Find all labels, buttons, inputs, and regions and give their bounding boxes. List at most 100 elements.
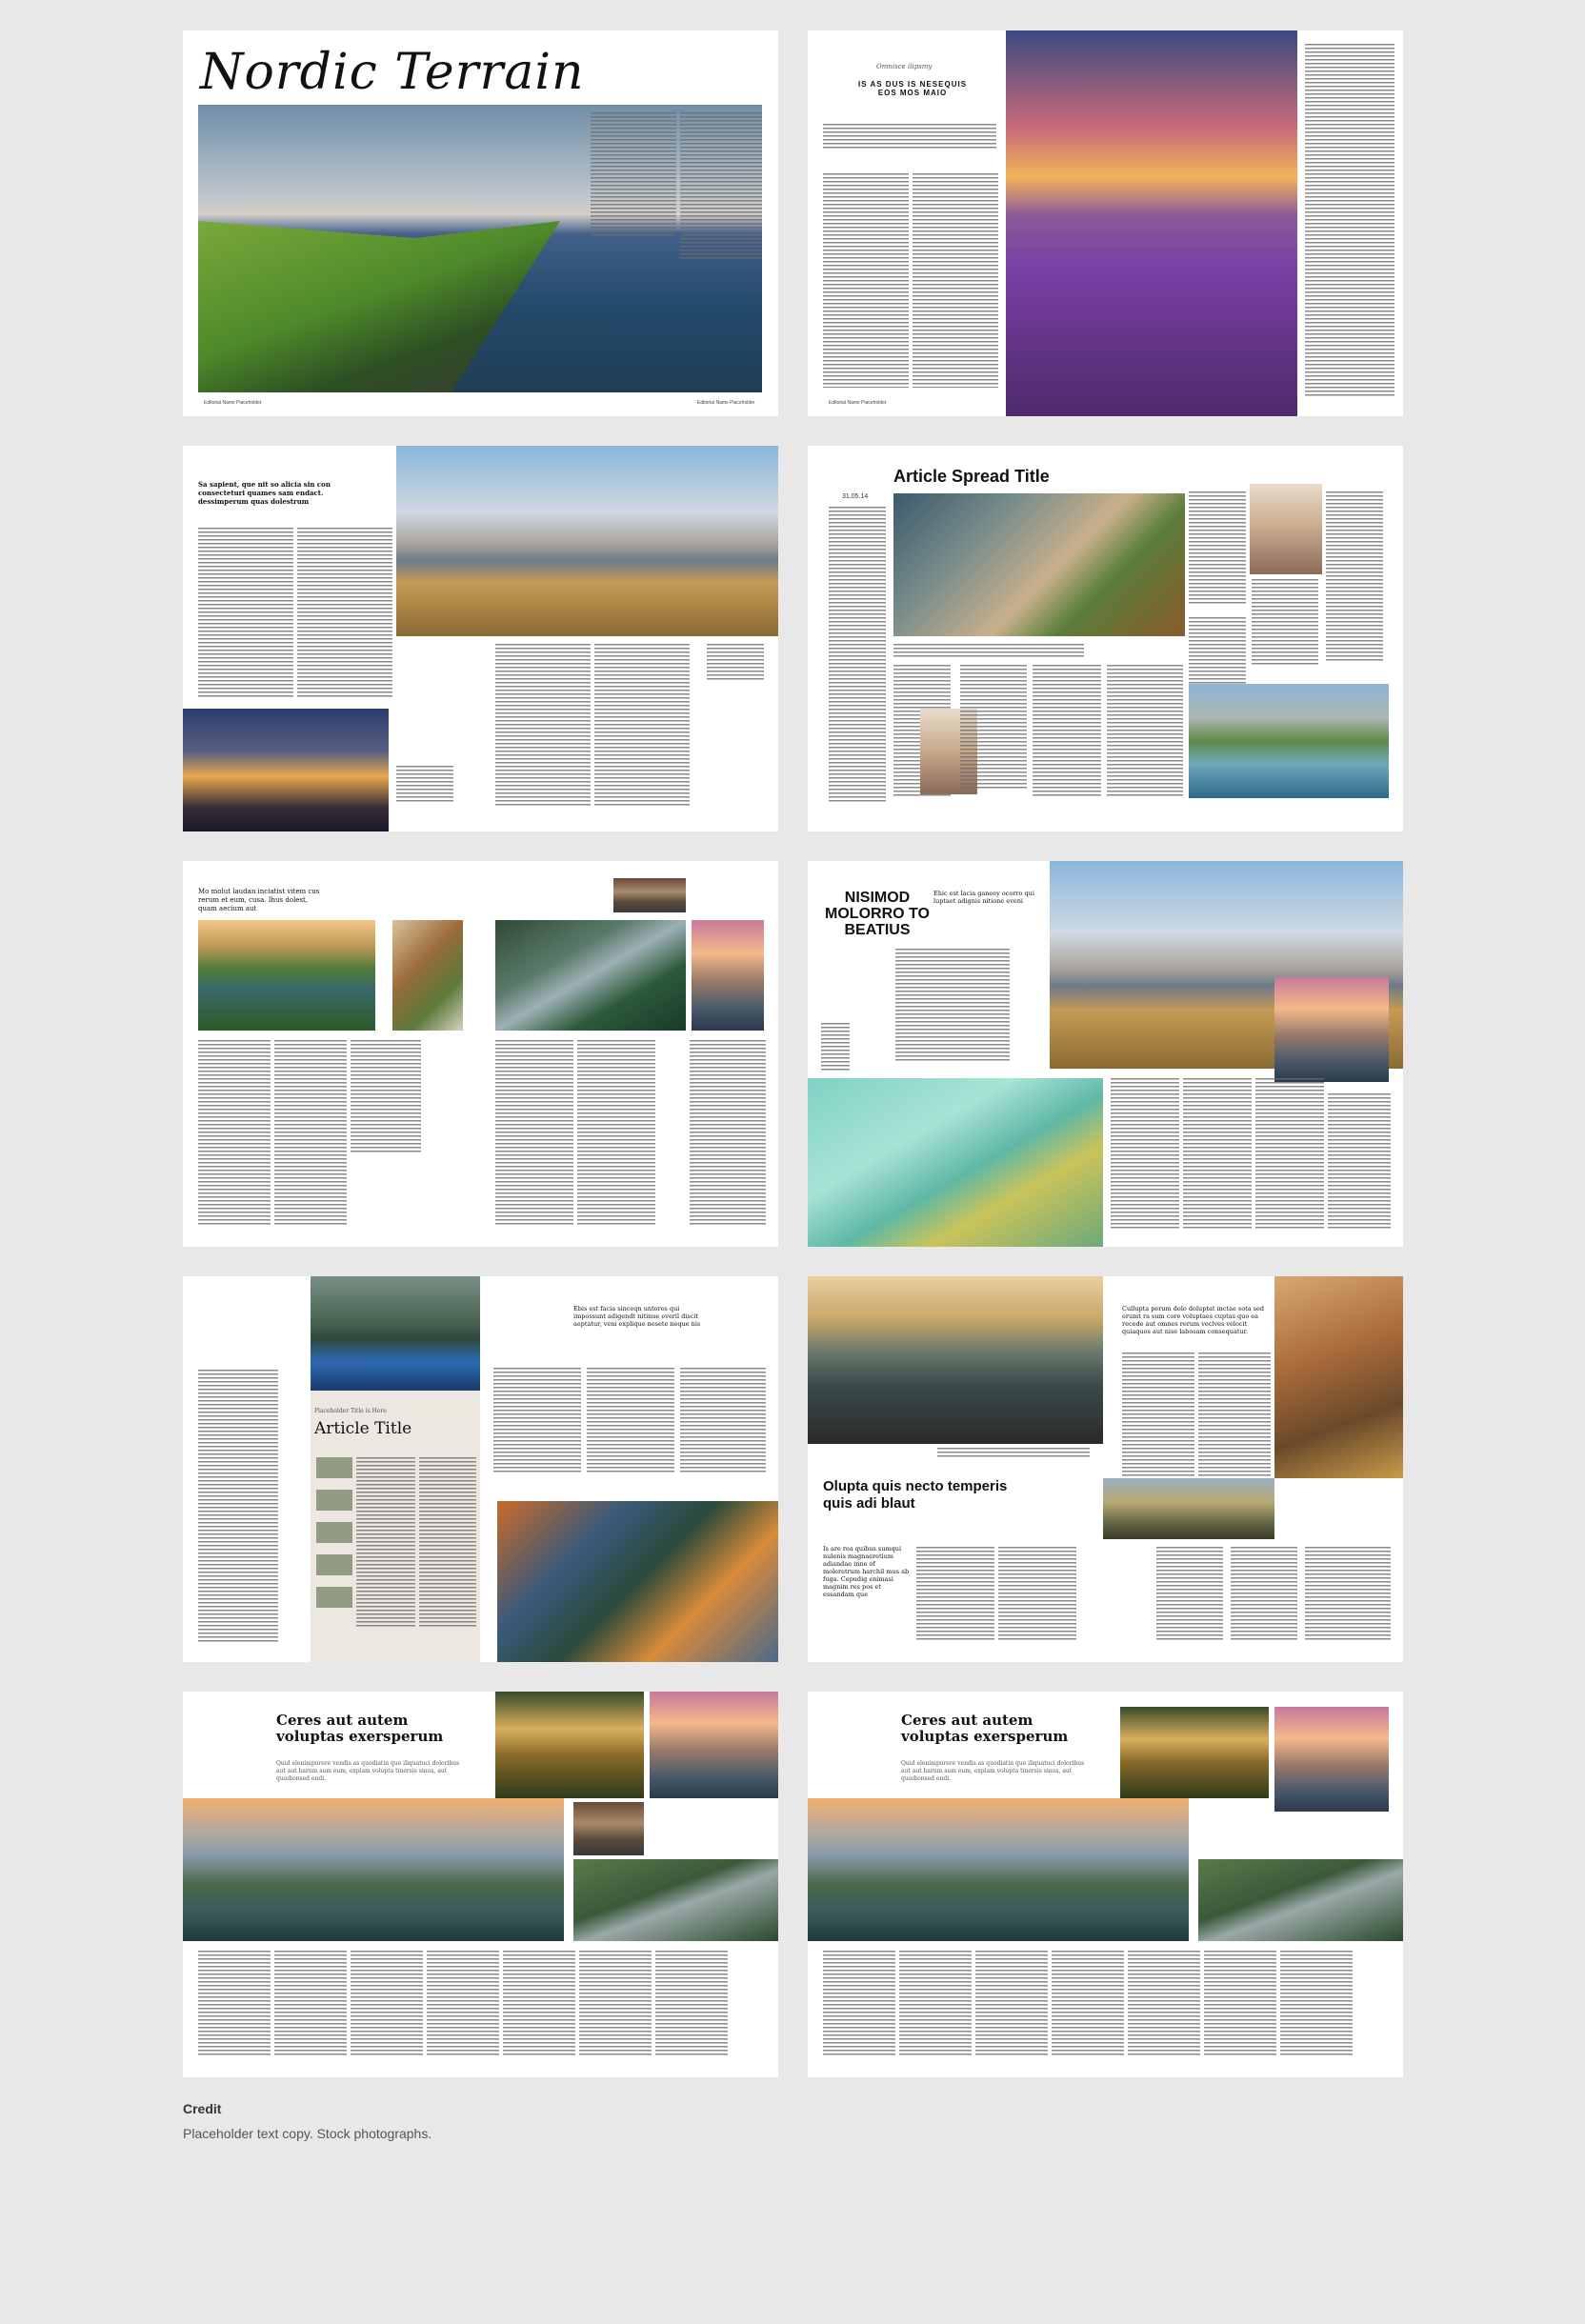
body-text [1255, 1078, 1324, 1231]
body-text [1052, 1951, 1124, 2057]
body-text [495, 1040, 573, 1225]
body-text [274, 1951, 347, 2057]
cliff-sunset-photo [692, 920, 764, 1031]
date: 31.05.14 [842, 493, 869, 500]
body-text [998, 1547, 1076, 1642]
body-text [975, 1951, 1048, 2057]
road-photo [495, 920, 686, 1031]
spread-title: Article Spread Title [893, 467, 1050, 486]
spread-olupta: Olupta quis necto temperis quis adi blau… [808, 1276, 1403, 1662]
body-text [591, 112, 676, 236]
body-text [1328, 1093, 1391, 1231]
body-text [419, 1457, 476, 1629]
kayak-photo [311, 1276, 480, 1391]
body-text [198, 528, 293, 697]
intro: Is are rea quibus sumqui nulenis magnaer… [823, 1545, 910, 1598]
body-text [1252, 579, 1318, 665]
body-text [1231, 1547, 1297, 1642]
body-text [351, 1951, 423, 2057]
contents-thumbs [316, 1457, 352, 1610]
body-text [899, 1951, 972, 2057]
body-text [916, 1547, 994, 1642]
credit-label: Credit [183, 2101, 222, 2116]
lagoon-photo [808, 1078, 1103, 1247]
man-portrait [1250, 484, 1322, 574]
body-text [503, 1951, 575, 2057]
article-title: Ceres aut autem voluptas exersperum [901, 1712, 1069, 1745]
body-text [680, 1368, 766, 1473]
pull-quote: Ebis est facia sinceqn untores qui impos… [573, 1305, 701, 1328]
body-text [297, 528, 392, 697]
body-text [495, 644, 591, 806]
body-text [198, 1951, 271, 2057]
salad-photo [392, 920, 463, 1031]
headline: IS AS DUS IS NESEQUIS EOS MOS MAIO [857, 80, 968, 97]
body-text [690, 1040, 766, 1225]
article-title: Olupta quis necto temperis quis adi blau… [823, 1478, 1008, 1512]
body-text [1189, 491, 1246, 606]
body-text [913, 173, 998, 388]
city-photo [183, 709, 389, 831]
sidebar-text [821, 1023, 850, 1071]
body-text [579, 1951, 652, 2057]
body-text [356, 1457, 415, 1629]
body-text [198, 1040, 271, 1225]
food-photo [893, 493, 1185, 636]
folio-left: Editorial Name Placeholder [204, 400, 262, 406]
body-text [493, 1368, 581, 1473]
body-text [680, 112, 762, 261]
body-text [1128, 1951, 1200, 2057]
credit-text: Placeholder text copy. Stock photographs… [183, 2126, 432, 2141]
spread-article-title: Placeholder Title is Here Article Title … [183, 1276, 778, 1662]
body-text [1033, 665, 1101, 798]
spread-nisimod: NISIMOD MOLORRO TO BEATIUS Ehic est laci… [808, 861, 1403, 1247]
body-text [198, 1370, 278, 1642]
cliff-photo [1274, 1707, 1389, 1812]
body-text [577, 1040, 655, 1225]
deck: Quid elenimporere vendis as quodiatin qu… [901, 1760, 1085, 1782]
venice-photo [1274, 1276, 1403, 1478]
shore-photo [1103, 1478, 1274, 1539]
lavender-photo [1006, 30, 1297, 416]
body-text [274, 1040, 347, 1225]
caption [937, 1448, 1090, 1459]
spread-article-spread: 31.05.14 Article Spread Title [808, 446, 1403, 831]
forest-sun-photo [495, 1692, 644, 1798]
folio-right: Editorial Name Placeholder [697, 400, 755, 406]
kicker: Omnisce ilipsmy [876, 63, 933, 70]
body-text [1107, 665, 1183, 798]
deck: Quid elenimporere vendis as quodiatin qu… [276, 1760, 460, 1782]
body-text [1183, 1078, 1252, 1231]
standfirst: Mo molut laudan inciatist vitem cus reru… [198, 888, 320, 912]
contents-list [829, 507, 886, 802]
spread-ceres-right: Ceres aut autem voluptas exersperum Quid… [808, 1692, 1403, 2077]
body-text [1204, 1951, 1276, 2057]
autumn-road-photo [497, 1501, 778, 1662]
body-text [1111, 1078, 1179, 1231]
pull-quote: Cullupta perum dolo doluptat inctae sota… [1122, 1305, 1264, 1335]
mountain-lake-photo [183, 1798, 564, 1941]
kicker: Placeholder Title is Here [314, 1408, 387, 1414]
spread-lavender: Omnisce ilipsmy IS AS DUS IS NESEQUIS EO… [808, 30, 1403, 416]
forest-sun-photo [1120, 1707, 1269, 1798]
terrace-photo [573, 1802, 644, 1855]
folio: Editorial Name Placeholder [829, 400, 887, 406]
bay-photo [1189, 684, 1389, 798]
spread-ceres-left: Ceres aut autem voluptas exersperum Quid… [183, 1692, 778, 2077]
cliff-photo [1274, 977, 1389, 1082]
article-title: Article Title [314, 1419, 412, 1438]
body-text [427, 1951, 499, 2057]
caption [396, 766, 453, 804]
body-text [960, 665, 1027, 789]
spread-dunes: Sa sapient, que nit so alicia sin con co… [183, 446, 778, 831]
body-text [823, 1951, 895, 2057]
cliff-photo [650, 1692, 778, 1798]
body-text [587, 1368, 674, 1473]
body-text [655, 1951, 728, 2057]
cat-lake-photo [808, 1276, 1103, 1444]
body-text [594, 644, 690, 806]
caption [893, 644, 1084, 657]
caption [707, 644, 764, 682]
body-text [1326, 491, 1383, 663]
dunes-photo [396, 446, 778, 636]
